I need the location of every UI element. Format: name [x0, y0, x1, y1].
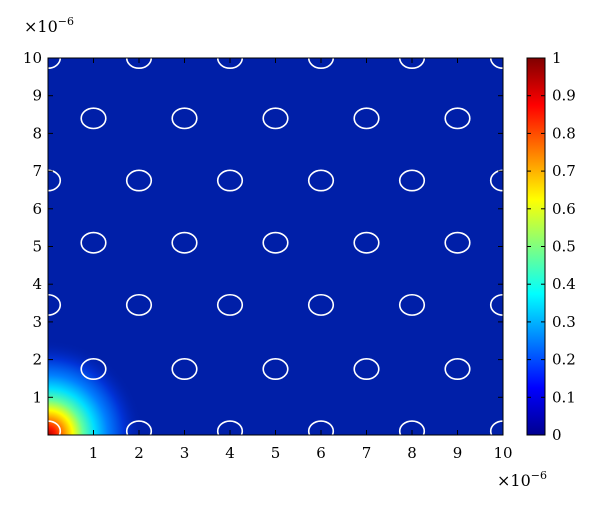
circle-outline [398, 58, 426, 69]
circle-outline-group [48, 58, 503, 435]
x-tick-label: 8 [407, 444, 417, 462]
colorbar-tick-label: 0 [552, 426, 562, 444]
heatmap-field [48, 58, 503, 435]
y-tick-label: 7 [32, 162, 42, 180]
x-tick-label: 5 [271, 444, 281, 462]
circle-outline [398, 293, 426, 316]
colorbar-tick-label: 1 [552, 49, 562, 67]
circle-outline [125, 58, 153, 69]
x-tick-label: 6 [316, 444, 326, 462]
y-tick-label: 3 [32, 313, 42, 331]
heatmap-hotspot [48, 58, 503, 435]
circle-outline [80, 358, 107, 381]
circle-outline [125, 420, 153, 435]
circle-outline [48, 169, 62, 192]
x-tick-label: 4 [225, 444, 235, 462]
circle-outline [216, 293, 244, 316]
x-tick-label: 7 [362, 444, 372, 462]
circle-outline [398, 169, 426, 192]
circle-outline [353, 107, 380, 130]
circle-outline [80, 231, 107, 254]
y-tick-label: 6 [32, 200, 42, 218]
circle-outline [307, 420, 335, 435]
circle-outline [353, 358, 380, 381]
colorbar-tick-label: 0.6 [552, 200, 576, 218]
x-axis-multiplier: ×10−6 [497, 469, 547, 490]
circle-outline [216, 169, 244, 192]
x-tick-label: 9 [453, 444, 463, 462]
colorbar-tick-label: 0.5 [552, 238, 576, 256]
colorbar-tick-label: 0.4 [552, 275, 576, 293]
x-tick-label: 2 [134, 444, 144, 462]
circle-outline [171, 231, 198, 254]
colorbar-tick-label: 0.9 [552, 87, 576, 105]
circle-outline [171, 107, 198, 130]
x-tick-label: 3 [180, 444, 190, 462]
circle-outline [171, 358, 198, 381]
y-tick-label: 5 [32, 238, 42, 256]
y-tick-label: 9 [32, 87, 42, 105]
y-tick-label: 8 [32, 124, 42, 142]
x-axis: 1 2 3 4 5 6 7 8 9 10 [89, 58, 513, 462]
circle-outline [262, 107, 289, 130]
circle-outline [216, 420, 244, 435]
y-tick-label: 10 [23, 49, 42, 67]
circle-outline [125, 293, 153, 316]
circle-outline [262, 231, 289, 254]
circle-outline [307, 58, 335, 69]
circle-outline [48, 420, 62, 435]
y-axis: 1 2 3 4 5 6 7 8 9 10 [23, 49, 503, 406]
x-tick-label: 10 [493, 444, 512, 462]
circle-outline [353, 231, 380, 254]
colorbar-tick-label: 0.3 [552, 313, 576, 331]
circle-outline [444, 107, 471, 130]
circle-outline [398, 420, 426, 435]
y-tick-label: 2 [32, 351, 42, 369]
circle-outline [444, 231, 471, 254]
circle-outline [307, 293, 335, 316]
y-tick-label: 1 [32, 388, 42, 406]
circle-outline [216, 58, 244, 69]
colorbar-tick-label: 0.2 [552, 351, 576, 369]
circle-outline [444, 358, 471, 381]
circle-outline [125, 169, 153, 192]
colorbar-tick-label: 0.7 [552, 162, 576, 180]
circle-outline [48, 293, 62, 316]
y-tick-label: 4 [32, 275, 42, 293]
x-tick-label: 1 [89, 444, 99, 462]
colorbar-tick-label: 0.8 [552, 124, 576, 142]
colorbar-tick-label: 0.1 [552, 388, 576, 406]
colorbar-ticks: 0 0.1 0.2 0.3 0.4 0.5 0.6 0.7 0.8 0.9 1 [527, 49, 576, 444]
circle-outline [262, 358, 289, 381]
circle-outline [80, 107, 107, 130]
y-axis-multiplier: ×10−6 [24, 15, 74, 36]
circle-outline [307, 169, 335, 192]
colorbar: 0 0.1 0.2 0.3 0.4 0.5 0.6 0.7 0.8 0.9 1 [526, 49, 576, 444]
